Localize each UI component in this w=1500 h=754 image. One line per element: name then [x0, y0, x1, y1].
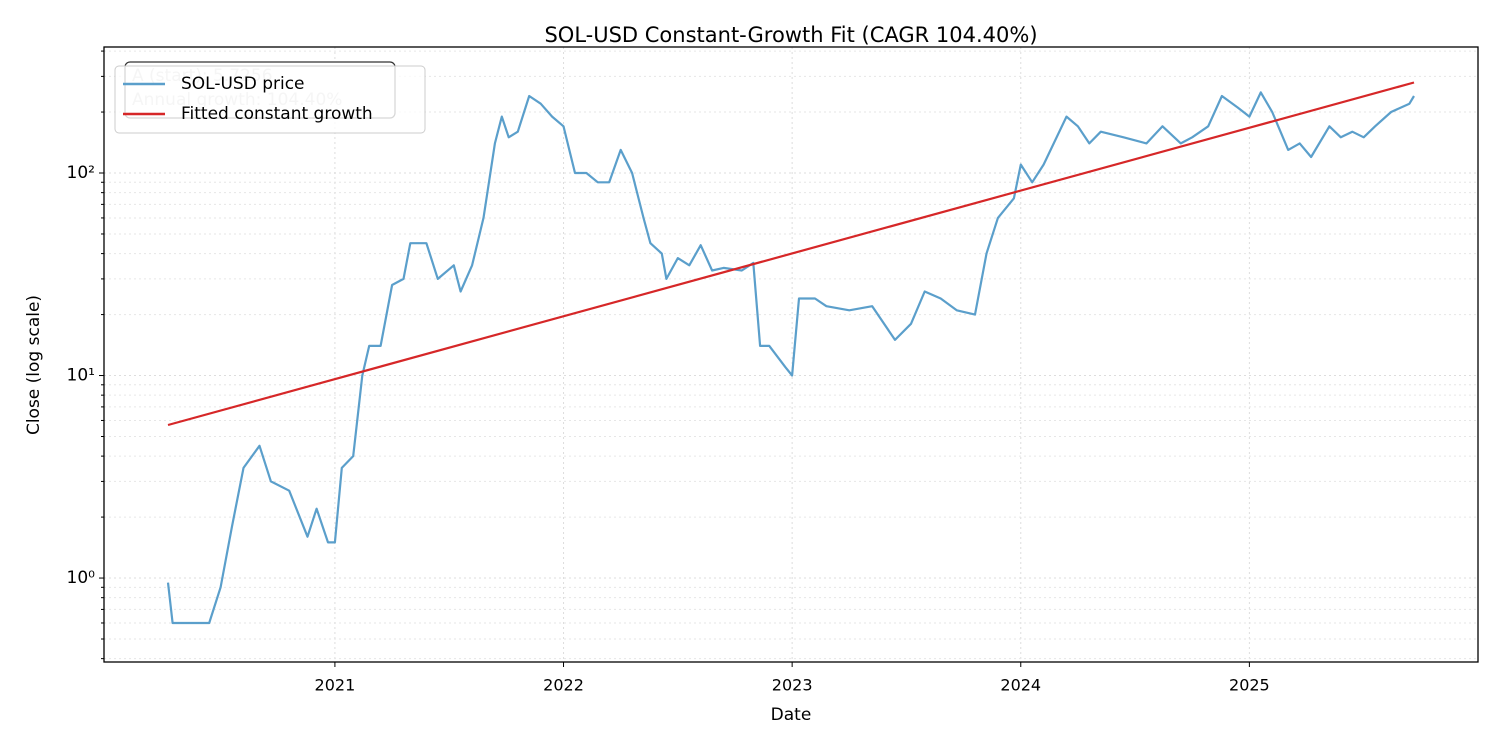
- x-tick-label: 2022: [543, 676, 584, 695]
- y-tick-label: 10⁰: [67, 568, 96, 588]
- legend-label: SOL-USD price: [181, 74, 305, 94]
- legend-box: [114, 65, 426, 134]
- x-tick-label: 2023: [772, 676, 813, 695]
- x-tick-label: 2021: [315, 676, 356, 695]
- grid: [104, 47, 1478, 662]
- y-tick-label: 10¹: [67, 366, 95, 386]
- y-tick-label: 10²: [67, 163, 95, 183]
- series-line: [166, 91, 1415, 625]
- series-line: [167, 81, 1415, 427]
- legend: A (start): 5.7256Annual growth: 104.40%S…: [114, 61, 426, 134]
- x-tick-label: 2024: [1000, 676, 1041, 695]
- plot-frame: [103, 46, 1479, 663]
- x-axis-label: Date: [771, 705, 812, 725]
- ticks: 2021 2022 2023 2024 2025 10⁰ 10¹ 10²: [67, 50, 1270, 695]
- legend-label: Fitted constant growth: [181, 104, 373, 124]
- y-axis-label: Close (log scale): [24, 295, 44, 435]
- x-tick-label: 2025: [1229, 676, 1270, 695]
- plot-marks: [166, 81, 1415, 625]
- chart-title: SOL-USD Constant-Growth Fit (CAGR 104.40…: [544, 23, 1037, 47]
